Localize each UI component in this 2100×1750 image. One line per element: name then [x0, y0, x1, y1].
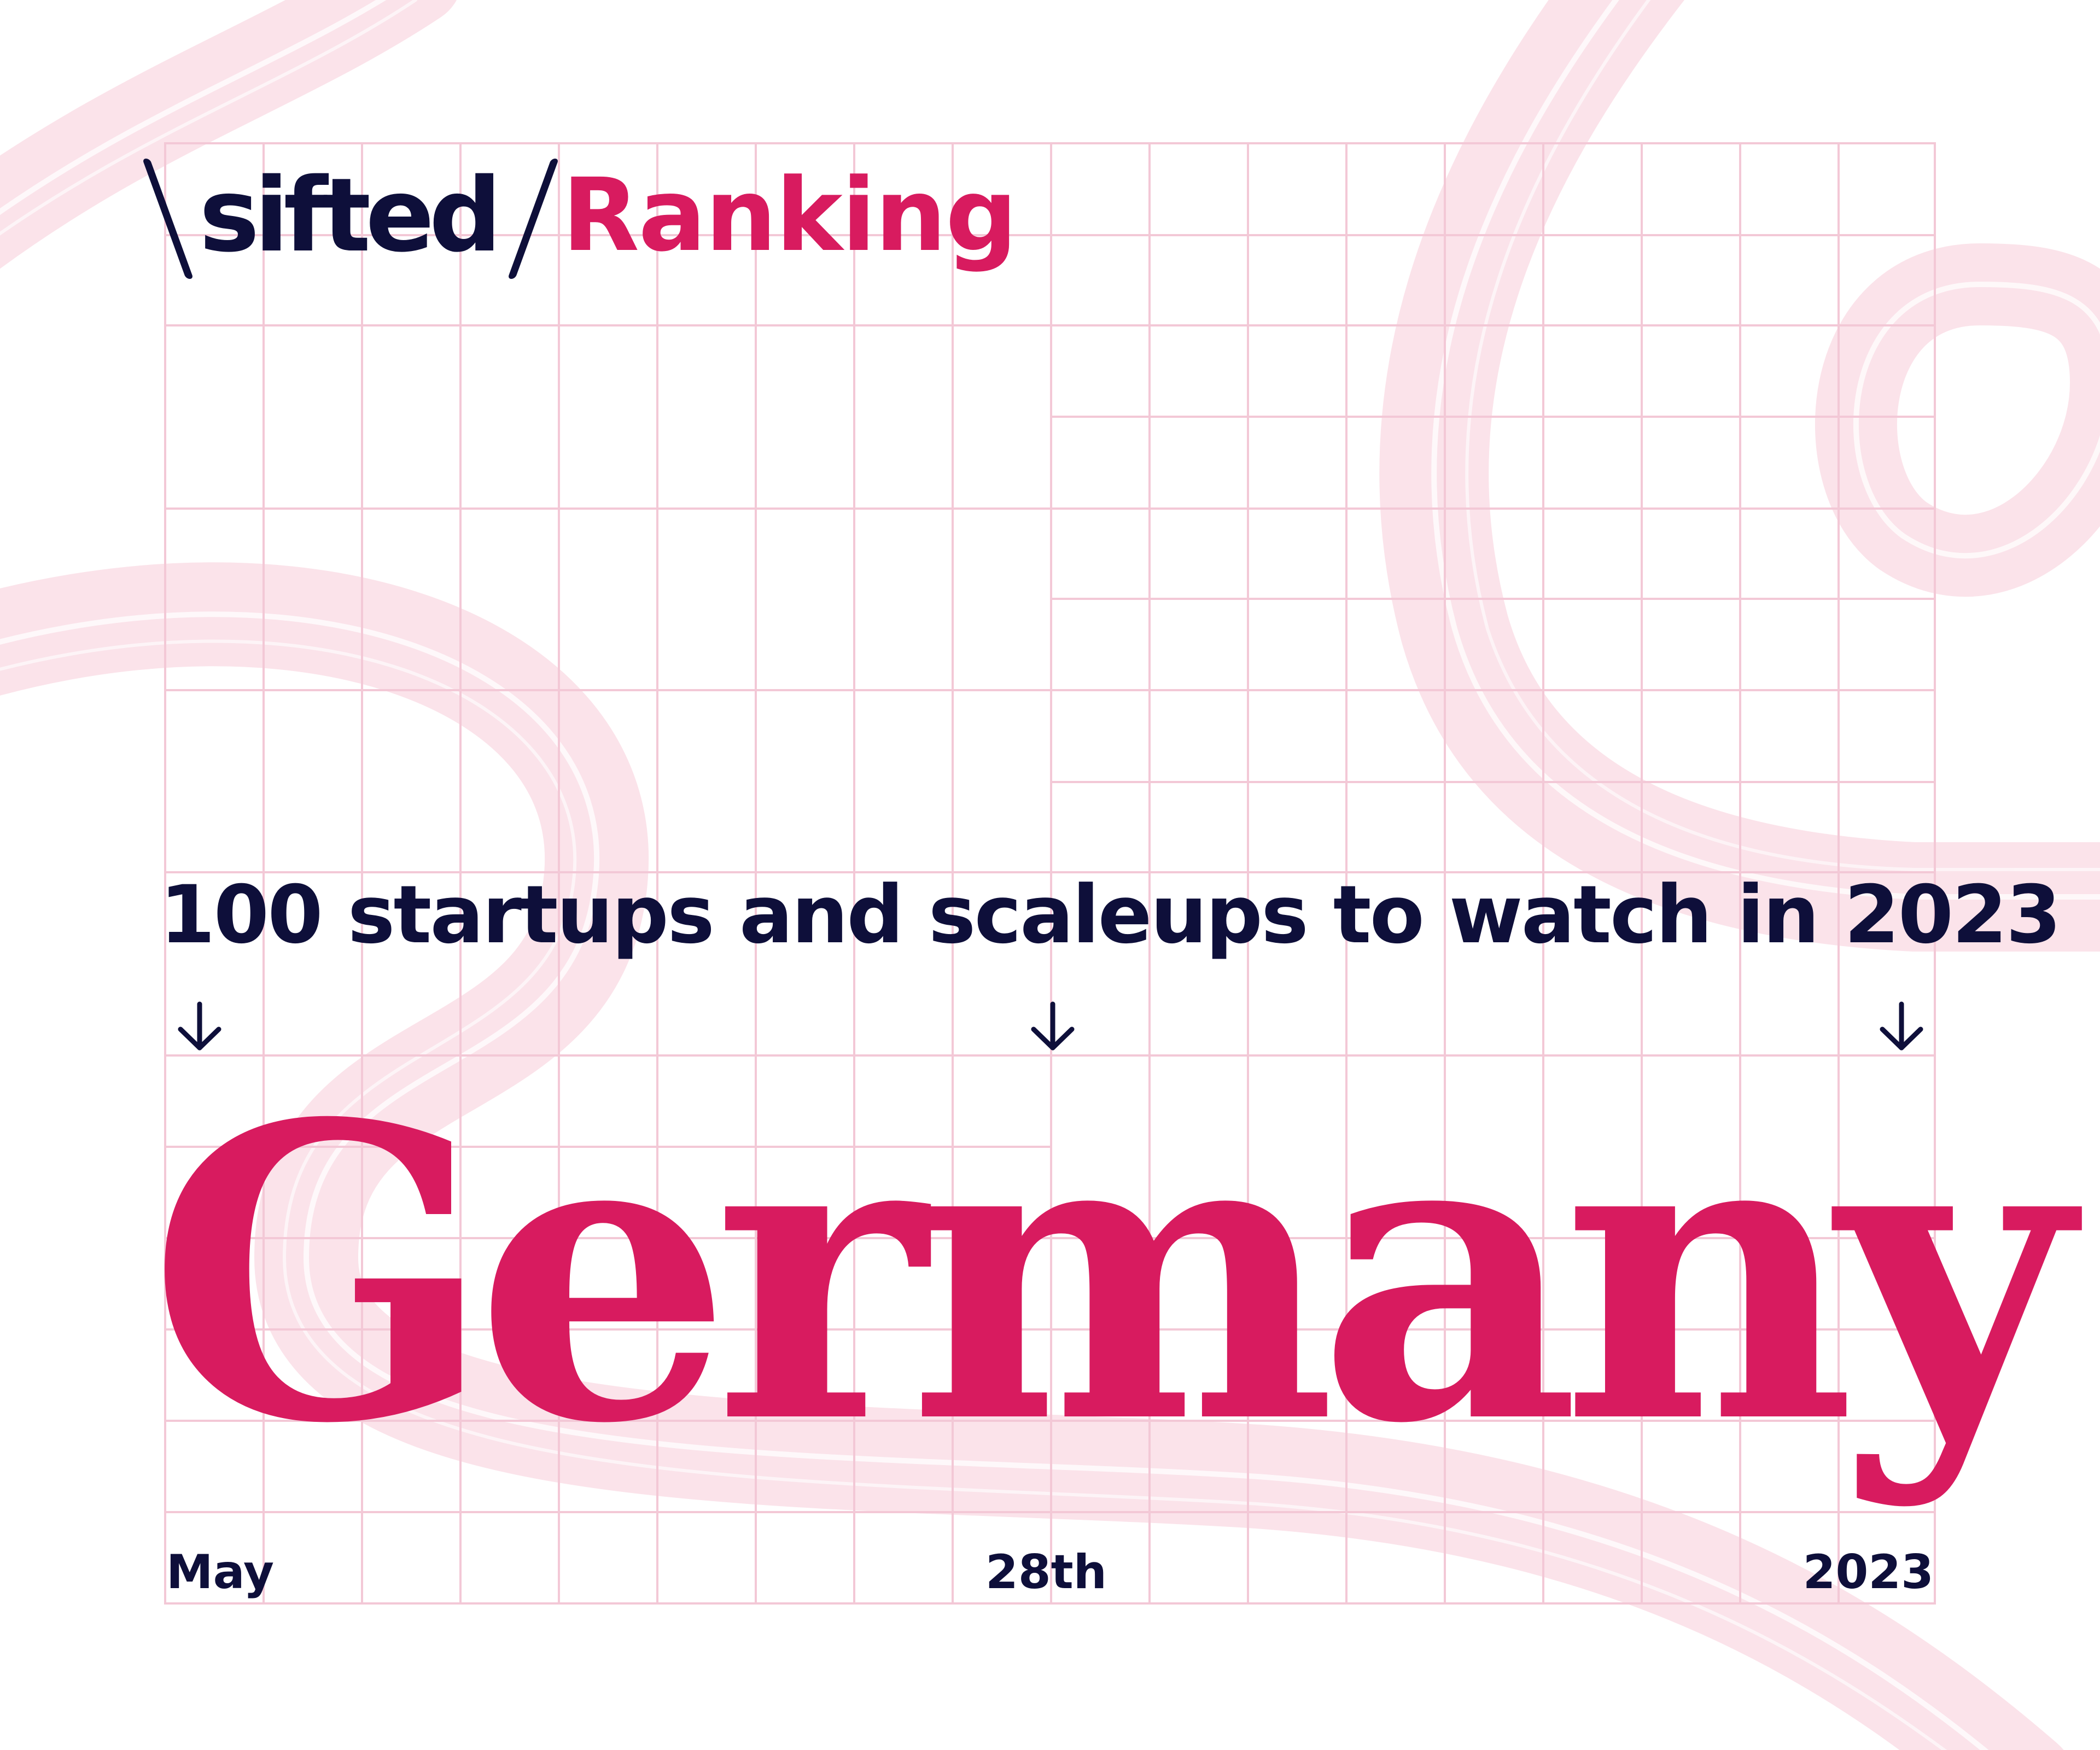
arrow-down-icon — [1031, 1001, 1075, 1051]
date-year: 2023 — [1802, 1545, 1934, 1600]
arrow-down-icon — [1880, 1001, 1923, 1051]
sifted-ranking-logo: sifted Ranking — [142, 153, 1018, 284]
date-month: May — [166, 1545, 275, 1600]
forward-slash-mark — [507, 159, 559, 279]
country-title: Germany — [148, 1036, 2072, 1512]
arrow-down-icon — [178, 1001, 221, 1051]
date-day: 28th — [985, 1545, 1107, 1600]
ranking-label: Ranking — [562, 157, 1018, 274]
sifted-wordmark: sifted — [199, 156, 502, 275]
subtitle: 100 startups and scaleups to watch in 20… — [160, 868, 2061, 961]
